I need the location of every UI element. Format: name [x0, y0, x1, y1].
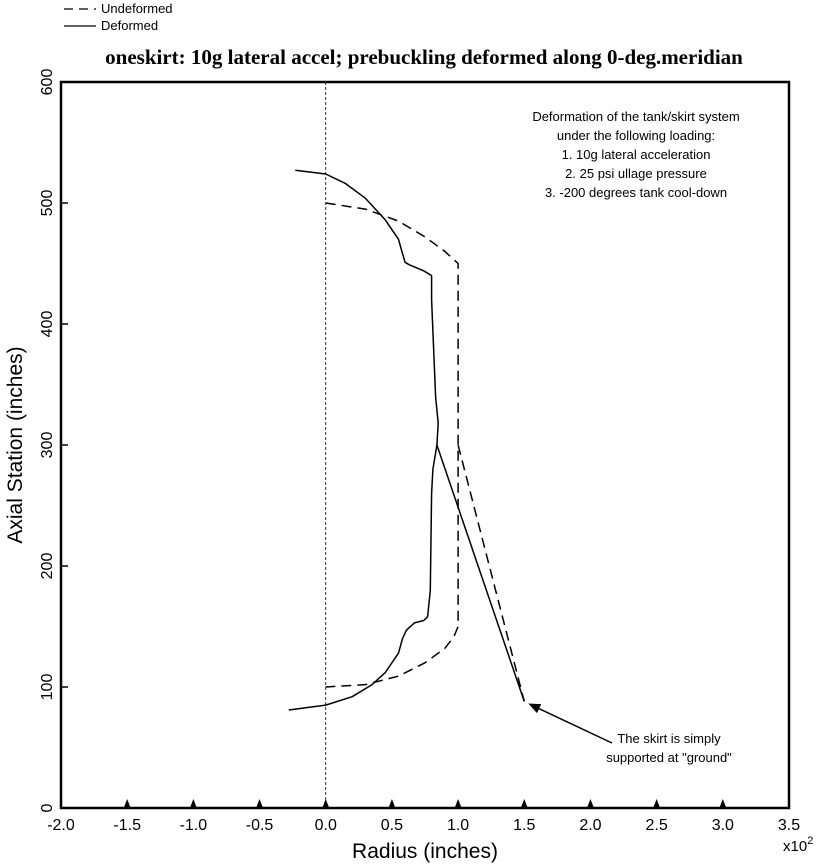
legend-label-undeformed: Undeformed	[101, 1, 173, 16]
y-tick-label: 400	[39, 311, 56, 338]
x-multiplier: x102	[783, 835, 813, 855]
x-tick-label: 3.5	[778, 817, 800, 834]
y-tick-label: 200	[39, 553, 56, 580]
loading-note-line: 1. 10g lateral acceleration	[562, 147, 711, 162]
x-tick-label: -1.5	[113, 817, 141, 834]
x-tick-label: -2.0	[47, 817, 75, 834]
y-axis-title: Axial Station (inches)	[4, 346, 27, 543]
series-line-deformed	[436, 444, 526, 702]
x-tick-label: 3.0	[712, 817, 734, 834]
x-tick-label: -0.5	[246, 817, 274, 834]
x-tick-labels: -2.0 -1.5 -1.0 -0.5 0.0 0.5 1.0 1.5 2.0 2.5 3.0 3.5	[47, 817, 800, 834]
support-marker	[123, 799, 131, 808]
support-marker	[388, 799, 396, 808]
x-axis-title: Radius (inches)	[352, 840, 498, 863]
x-tick-label: 0.5	[381, 817, 403, 834]
chart-title: oneskirt: 10g lateral accel; prebuckling…	[105, 45, 743, 69]
support-note-line: The skirt is simply	[617, 731, 721, 746]
support-marker	[719, 799, 727, 808]
support-markers	[123, 799, 727, 808]
legend: Undeformed Deformed	[64, 1, 173, 33]
y-tick-label: 600	[39, 69, 56, 96]
support-marker	[256, 799, 264, 808]
support-marker	[322, 799, 330, 808]
loading-note-line: Deformation of the tank/skirt system	[532, 109, 739, 124]
y-tick-labels: 0 100 200 300 400 500 600	[39, 69, 56, 813]
loading-note-line: 2. 25 psi ullage pressure	[565, 166, 707, 181]
x-tick-label: 2.5	[646, 817, 668, 834]
x-tick-label: 1.5	[513, 817, 535, 834]
support-marker	[189, 799, 197, 808]
support-marker	[586, 799, 594, 808]
loading-note-line: under the following loading:	[557, 128, 715, 143]
support-note-line: supported at "ground"	[606, 750, 732, 765]
y-tick-label: 0	[39, 803, 56, 812]
y-tick-label: 300	[39, 432, 56, 459]
loading-note: Deformation of the tank/skirt system und…	[532, 109, 739, 200]
support-marker	[653, 799, 661, 808]
series-line-undeformed	[325, 202, 459, 688]
x-multiplier-base: x10	[783, 838, 807, 855]
support-arrow-head	[528, 703, 542, 714]
x-tick-label: 0.0	[315, 817, 337, 834]
support-marker	[454, 799, 462, 808]
x-tick-label: 1.0	[447, 817, 469, 834]
series-layer	[288, 169, 526, 711]
y-tick-label: 500	[39, 190, 56, 217]
x-multiplier-exponent: 2	[807, 835, 813, 847]
loading-note-line: 3. -200 degrees tank cool-down	[545, 185, 727, 200]
x-tick-label: -1.0	[180, 817, 208, 834]
y-tick-label: 100	[39, 674, 56, 701]
series-line-deformed	[288, 169, 439, 711]
support-note: The skirt is simply supported at "ground…	[606, 731, 732, 765]
legend-label-deformed: Deformed	[101, 18, 158, 33]
support-marker	[520, 799, 528, 808]
support-arrow	[538, 707, 613, 744]
x-tick-label: 2.0	[579, 817, 601, 834]
series-line-undeformed	[457, 444, 526, 702]
